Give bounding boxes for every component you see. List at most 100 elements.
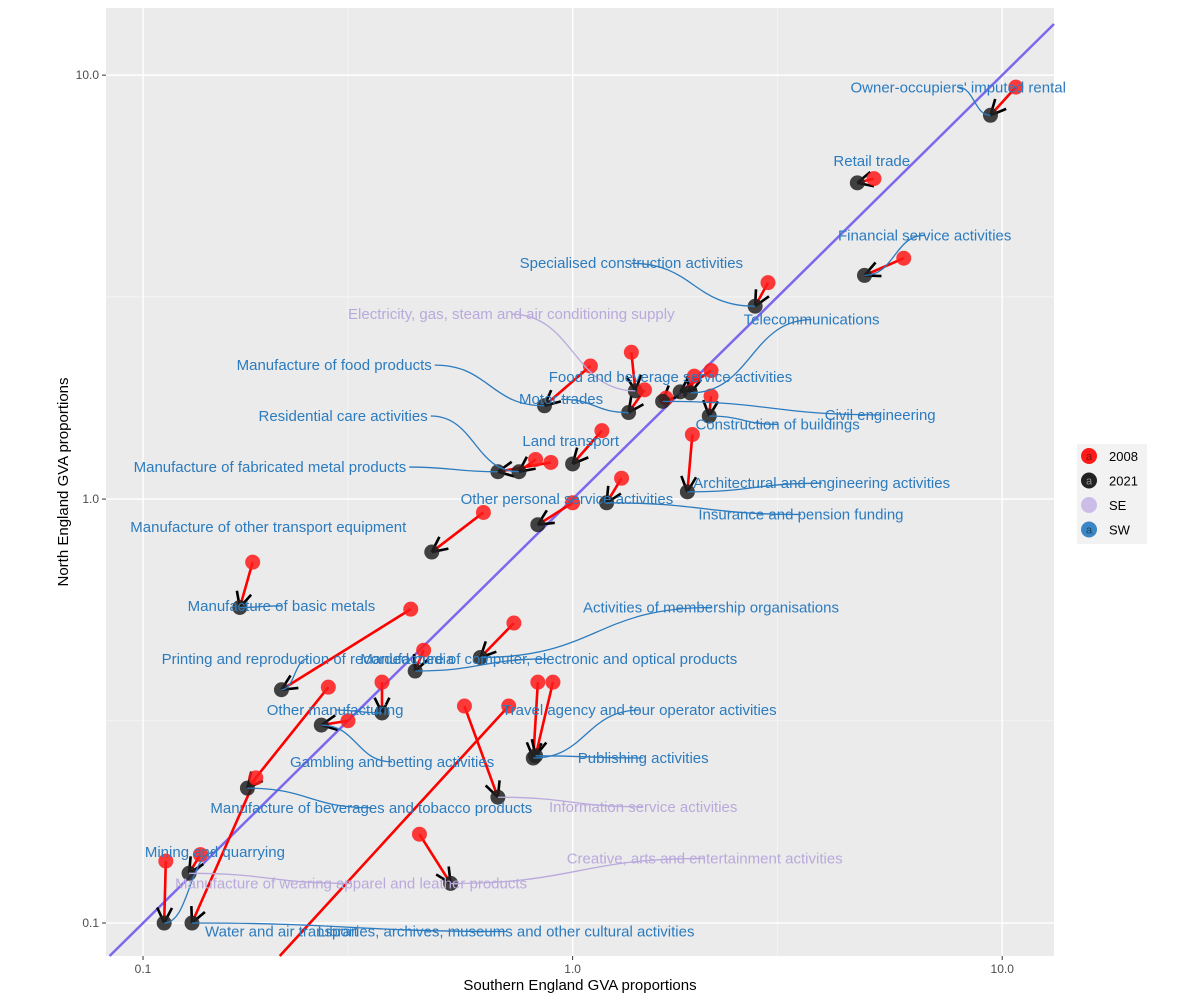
- point-2008-telecommunications: [686, 368, 702, 384]
- point-2008-manufacture-of-fabricated-metal-products: [543, 454, 559, 470]
- x-tick-label: 0.1: [135, 962, 152, 976]
- legend-key-2008: [1081, 448, 1097, 464]
- leader-gambling-and-betting-activities: [321, 724, 393, 763]
- label-activities-of-membership-organisations: Activities of membership organisations: [583, 599, 839, 616]
- point-2021-food-and-beverage-service-activities: [672, 384, 688, 400]
- leader-information-service-activities: [497, 796, 644, 808]
- label-travel-agency-and-tour-operator-activities: Travel agency and tour operator activiti…: [502, 702, 777, 719]
- leader-manufacture-of-basic-metals: [239, 605, 282, 609]
- point-2008-other-manufacturing: [374, 674, 390, 690]
- y-tick-label: 1.0: [82, 492, 99, 506]
- leader-creative-arts-and-entertainment-activities: [450, 857, 705, 885]
- point-2008-residential-care-activities: [528, 451, 544, 467]
- change-line-activities-of-membership-organisations: [479, 622, 515, 659]
- change-line-libraries-archives-museums-and-other-cultural-activities: [190, 777, 257, 924]
- point-2008-food-and-beverage-service-activities: [703, 363, 719, 379]
- y-axis-title: North England GVA proportions: [55, 377, 72, 586]
- legend-key-sw: [1081, 521, 1097, 538]
- plot-panel: [106, 8, 1054, 956]
- point-2008-architectural-and-engineering-activities: [684, 427, 700, 443]
- y-tick-label: 10.0: [76, 68, 100, 82]
- point-2021-other-personal-service-activities: [530, 517, 546, 533]
- point-2008-manufacture-of-basic-metals: [245, 554, 261, 570]
- axis-ticks: 0.1 1.0 10.0 0.1 1.0 10.0: [76, 68, 1015, 976]
- label-other-manufacturing: Other manufacturing: [267, 702, 404, 719]
- leader-publishing-activities: [535, 755, 644, 759]
- label-residential-care-activities: Residential care activities: [258, 408, 427, 425]
- label-insurance-and-pension-funding: Insurance and pension funding: [698, 506, 903, 523]
- leader-civil-engineering: [662, 400, 881, 416]
- label-telecommunications: Telecommunications: [744, 312, 880, 329]
- point-2021-land-transport: [565, 456, 581, 472]
- label-manufacture-of-fabricated-metal-products: Manufacture of fabricated metal products: [134, 459, 407, 476]
- point-2008-retail-trade: [866, 171, 882, 187]
- point-2008-libraries-archives-museums-and-other-cultural-activities: [248, 770, 264, 786]
- label-retail-trade: Retail trade: [833, 153, 910, 170]
- leader-libraries-archives-museums-and-other-cultural-activities: [191, 922, 507, 933]
- leader-residential-care-activities: [430, 415, 519, 473]
- legend-label-se: SE: [1109, 498, 1127, 513]
- label-creative-arts-and-entertainment-activities: Creative, arts and entertainment activit…: [567, 850, 843, 867]
- label-leader-lines: [164, 86, 991, 933]
- leader-other-manufacturing: [335, 709, 383, 714]
- y-tick-label: 0.1: [82, 916, 99, 930]
- label-libraries-archives-museums-and-other-cultural-activities: Libraries, archives, museums and other c…: [318, 923, 695, 940]
- leader-electricity-gas-steam-and-air-conditioning-supply: [511, 313, 636, 392]
- change-line-publishing-activities: [534, 681, 555, 757]
- label-gambling-and-betting-activities: Gambling and betting activities: [290, 754, 494, 771]
- label-mining-and-quarrying: Mining and quarrying: [145, 844, 285, 861]
- point-2008-manufacture-of-food-products: [582, 358, 598, 374]
- label-construction-of-buildings: Construction of buildings: [695, 416, 859, 433]
- label-printing-and-reproduction-of-recorded-media: Printing and reproduction of recorded me…: [162, 651, 455, 668]
- point-2008-manufacture-of-wearing-apparel-and-leather-products: [192, 847, 208, 863]
- point-2008-construction-of-buildings: [703, 388, 719, 404]
- change-line-architectural-and-engineering-activities: [686, 434, 694, 492]
- leader-manufacture-of-beverages-and-tobacco-products: [247, 787, 372, 809]
- label-manufacture-of-wearing-apparel-and-leather-products: Manufacture of wearing apparel and leath…: [175, 875, 527, 892]
- legend-glyph-2008: a: [1086, 451, 1093, 463]
- grid-lines: [106, 8, 1054, 956]
- point-2008-gambling-and-betting-activities: [340, 713, 356, 729]
- x-axis-title: Southern England GVA proportions: [463, 977, 696, 994]
- point-2008-mining-and-quarrying: [158, 853, 174, 869]
- point-2021-manufacture-of-other-transport-equipment: [424, 544, 440, 560]
- legend-glyph-sw: a: [1086, 525, 1093, 537]
- change-line-manufacture-of-beverages-and-tobacco-products: [246, 686, 330, 789]
- point-2008-printing-and-reproduction-of-recorded-media: [403, 601, 419, 617]
- leader-manufacture-of-fabricated-metal-products: [409, 466, 498, 473]
- change-line-mining-and-quarrying: [162, 861, 168, 924]
- point-2008-water-and-air-transport: [501, 698, 517, 714]
- point-2008-publishing-activities: [545, 674, 561, 690]
- identity-reference-line: [108, 23, 1055, 957]
- x-tick-label: 10.0: [991, 962, 1015, 976]
- label-land-transport: Land transport: [522, 433, 620, 450]
- leader-insurance-and-pension-funding: [606, 502, 801, 516]
- label-manufacture-of-computer-electronic-and-optical-products: Manufacture of computer, electronic and …: [360, 651, 737, 668]
- label-food-and-beverage-service-activities: Food and beverage service activities: [549, 369, 792, 386]
- legend-label-2021: 2021: [1109, 474, 1138, 489]
- industry-labels: Owner-occupiers' imputed rental Retail tr…: [130, 79, 1066, 940]
- change-line-information-service-activities: [463, 705, 500, 798]
- label-publishing-activities: Publishing activities: [578, 750, 709, 767]
- data-points: [156, 79, 1024, 931]
- leader-telecommunications: [690, 318, 812, 394]
- legend-key-2021: [1081, 472, 1097, 489]
- point-2008-manufacture-of-computer-electronic-and-optical-products: [416, 642, 432, 658]
- legend-label-2008: 2008: [1109, 449, 1138, 464]
- label-electricity-gas-steam-and-air-conditioning-supply: Electricity, gas, steam and air conditio…: [348, 306, 675, 323]
- change-line-manufacture-of-basic-metals: [238, 561, 254, 608]
- point-2008-manufacture-of-beverages-and-tobacco-products: [320, 679, 336, 695]
- point-2008-financial-service-activities: [896, 250, 912, 266]
- point-2008-activities-of-membership-organisations: [506, 615, 522, 631]
- leader-manufacture-of-computer-electronic-and-optical-products: [415, 658, 549, 672]
- label-manufacture-of-basic-metals: Manufacture of basic metals: [188, 598, 376, 615]
- label-civil-engineering: Civil engineering: [825, 407, 936, 424]
- label-water-and-air-transport: Water and air transport: [205, 923, 359, 940]
- point-2008-insurance-and-pension-funding: [614, 470, 630, 486]
- leader-specialised-construction-activities: [631, 262, 756, 307]
- point-2008-specialised-construction-activities: [760, 275, 776, 291]
- change-line-water-and-air-transport: [278, 705, 510, 957]
- legend: a 2008 a 2021 SE a SW: [1077, 444, 1147, 544]
